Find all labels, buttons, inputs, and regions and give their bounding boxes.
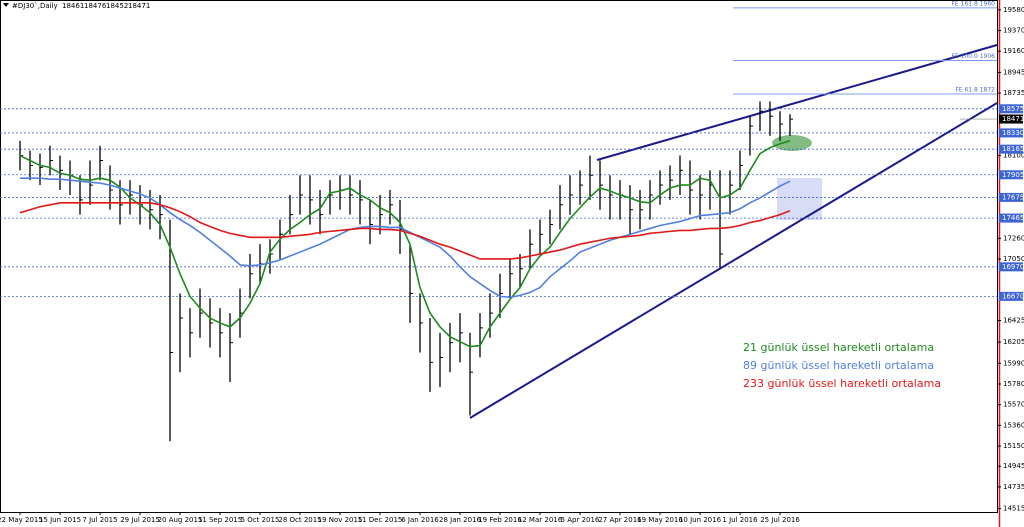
y-tick-label: 16425 <box>1003 316 1024 324</box>
level-tag <box>999 213 1023 223</box>
x-tick-label: 7 Jul 2015 <box>82 516 117 524</box>
y-tick-label: 18735 <box>1003 89 1024 97</box>
y-tick-label: 15990 <box>1003 359 1024 367</box>
level-label: 17465 <box>1002 214 1024 222</box>
y-tick-label: 17260 <box>1003 234 1024 242</box>
y-tick-label: 14515 <box>1003 505 1024 513</box>
y-tick-label: 19580 <box>1003 6 1024 14</box>
level-label: 18165 <box>1002 145 1024 153</box>
x-tick-label: 19 May 2016 <box>637 516 683 524</box>
level-label: 18575 <box>1002 105 1024 113</box>
level-tag <box>999 144 1023 154</box>
y-tick-label: 19370 <box>1003 27 1024 35</box>
fibo-label: FE 100.0 1906 <box>951 53 995 60</box>
x-tick-label: 25 Jul 2016 <box>760 516 800 524</box>
x-tick-label: 20 Aug 2015 <box>158 516 203 524</box>
x-tick-label: 5 Oct 2015 <box>241 516 280 524</box>
legend-label: 21 günlük üssel hareketli ortalama <box>743 341 934 354</box>
level-tag <box>999 262 1023 272</box>
y-tick-label: 14945 <box>1003 462 1024 470</box>
x-tick-label: 6 Jan 2016 <box>401 516 439 524</box>
legend-label: 233 günlük üssel hareketli ortalama <box>743 377 941 390</box>
header-value: 18452 <box>106 2 128 10</box>
x-tick-label: 19 Nov 2015 <box>318 516 363 524</box>
x-tick-label: 1 Jul 2016 <box>722 516 758 524</box>
x-tick-label: 22 May 2015 <box>0 516 43 524</box>
moving-average <box>20 177 791 299</box>
y-tick-label: 19160 <box>1003 47 1024 55</box>
chart-title: #DJ30`,Daily <box>12 2 58 10</box>
x-tick-label: 29 Jul 2015 <box>120 516 160 524</box>
y-tick-label: 14735 <box>1003 483 1024 491</box>
highlight-ellipse <box>772 135 812 151</box>
level-tag <box>999 170 1023 180</box>
y-tick-label: 15780 <box>1003 380 1024 388</box>
level-tag <box>999 128 1023 138</box>
x-tick-label: 5 Apr 2016 <box>561 516 600 524</box>
header-value: 18471 <box>128 2 150 10</box>
y-tick-label: 15360 <box>1003 421 1024 429</box>
level-tag <box>999 104 1023 114</box>
fibo-label: FE 161.8 1960 <box>951 0 995 7</box>
y-tick-label: 18945 <box>1003 68 1024 76</box>
x-tick-label: 15 Jun 2015 <box>39 516 81 524</box>
last-price-label: 18471 <box>1002 115 1024 123</box>
y-tick-label: 18100 <box>1003 152 1024 160</box>
x-tick-label: 12 Mar 2016 <box>518 516 563 524</box>
header-value: 18476 <box>84 2 107 10</box>
x-tick-label: 28 Oct 2015 <box>278 516 321 524</box>
level-label: 16970 <box>1002 263 1024 271</box>
x-tick-label: 19 Feb 2016 <box>478 516 522 524</box>
moving-average <box>19 140 791 348</box>
lower-trendline <box>469 102 998 419</box>
y-tick-label: 15150 <box>1003 442 1024 450</box>
upper-trendline <box>596 44 998 161</box>
y-tick-label: 17050 <box>1003 255 1024 263</box>
fibo-label: FE 61.8 1872 <box>955 87 995 94</box>
moving-average <box>19 202 791 260</box>
level-label: 17675 <box>1002 193 1024 201</box>
level-tag <box>999 291 1023 301</box>
dropdown-icon <box>3 3 9 7</box>
plot-frame <box>0 0 998 513</box>
x-tick-label: 11 Dec 2015 <box>358 516 403 524</box>
x-tick-label: 10 Jun 2016 <box>679 516 722 524</box>
x-tick-label: 28 Jan 2016 <box>439 516 482 524</box>
level-label: 17905 <box>1002 171 1024 179</box>
level-tag <box>999 192 1023 202</box>
header-value: 18461 <box>62 2 84 10</box>
legend-label: 89 günlük üssel hareketli ortalama <box>743 359 934 372</box>
x-tick-label: 11 Sep 2015 <box>198 516 242 524</box>
level-label: 18330 <box>1002 129 1024 137</box>
y-tick-label: 15570 <box>1003 401 1024 409</box>
level-label: 16670 <box>1002 292 1024 300</box>
y-tick-label: 16205 <box>1003 338 1024 346</box>
last-price-tag <box>999 114 1023 124</box>
x-tick-label: 27 Apr 2016 <box>598 516 642 524</box>
